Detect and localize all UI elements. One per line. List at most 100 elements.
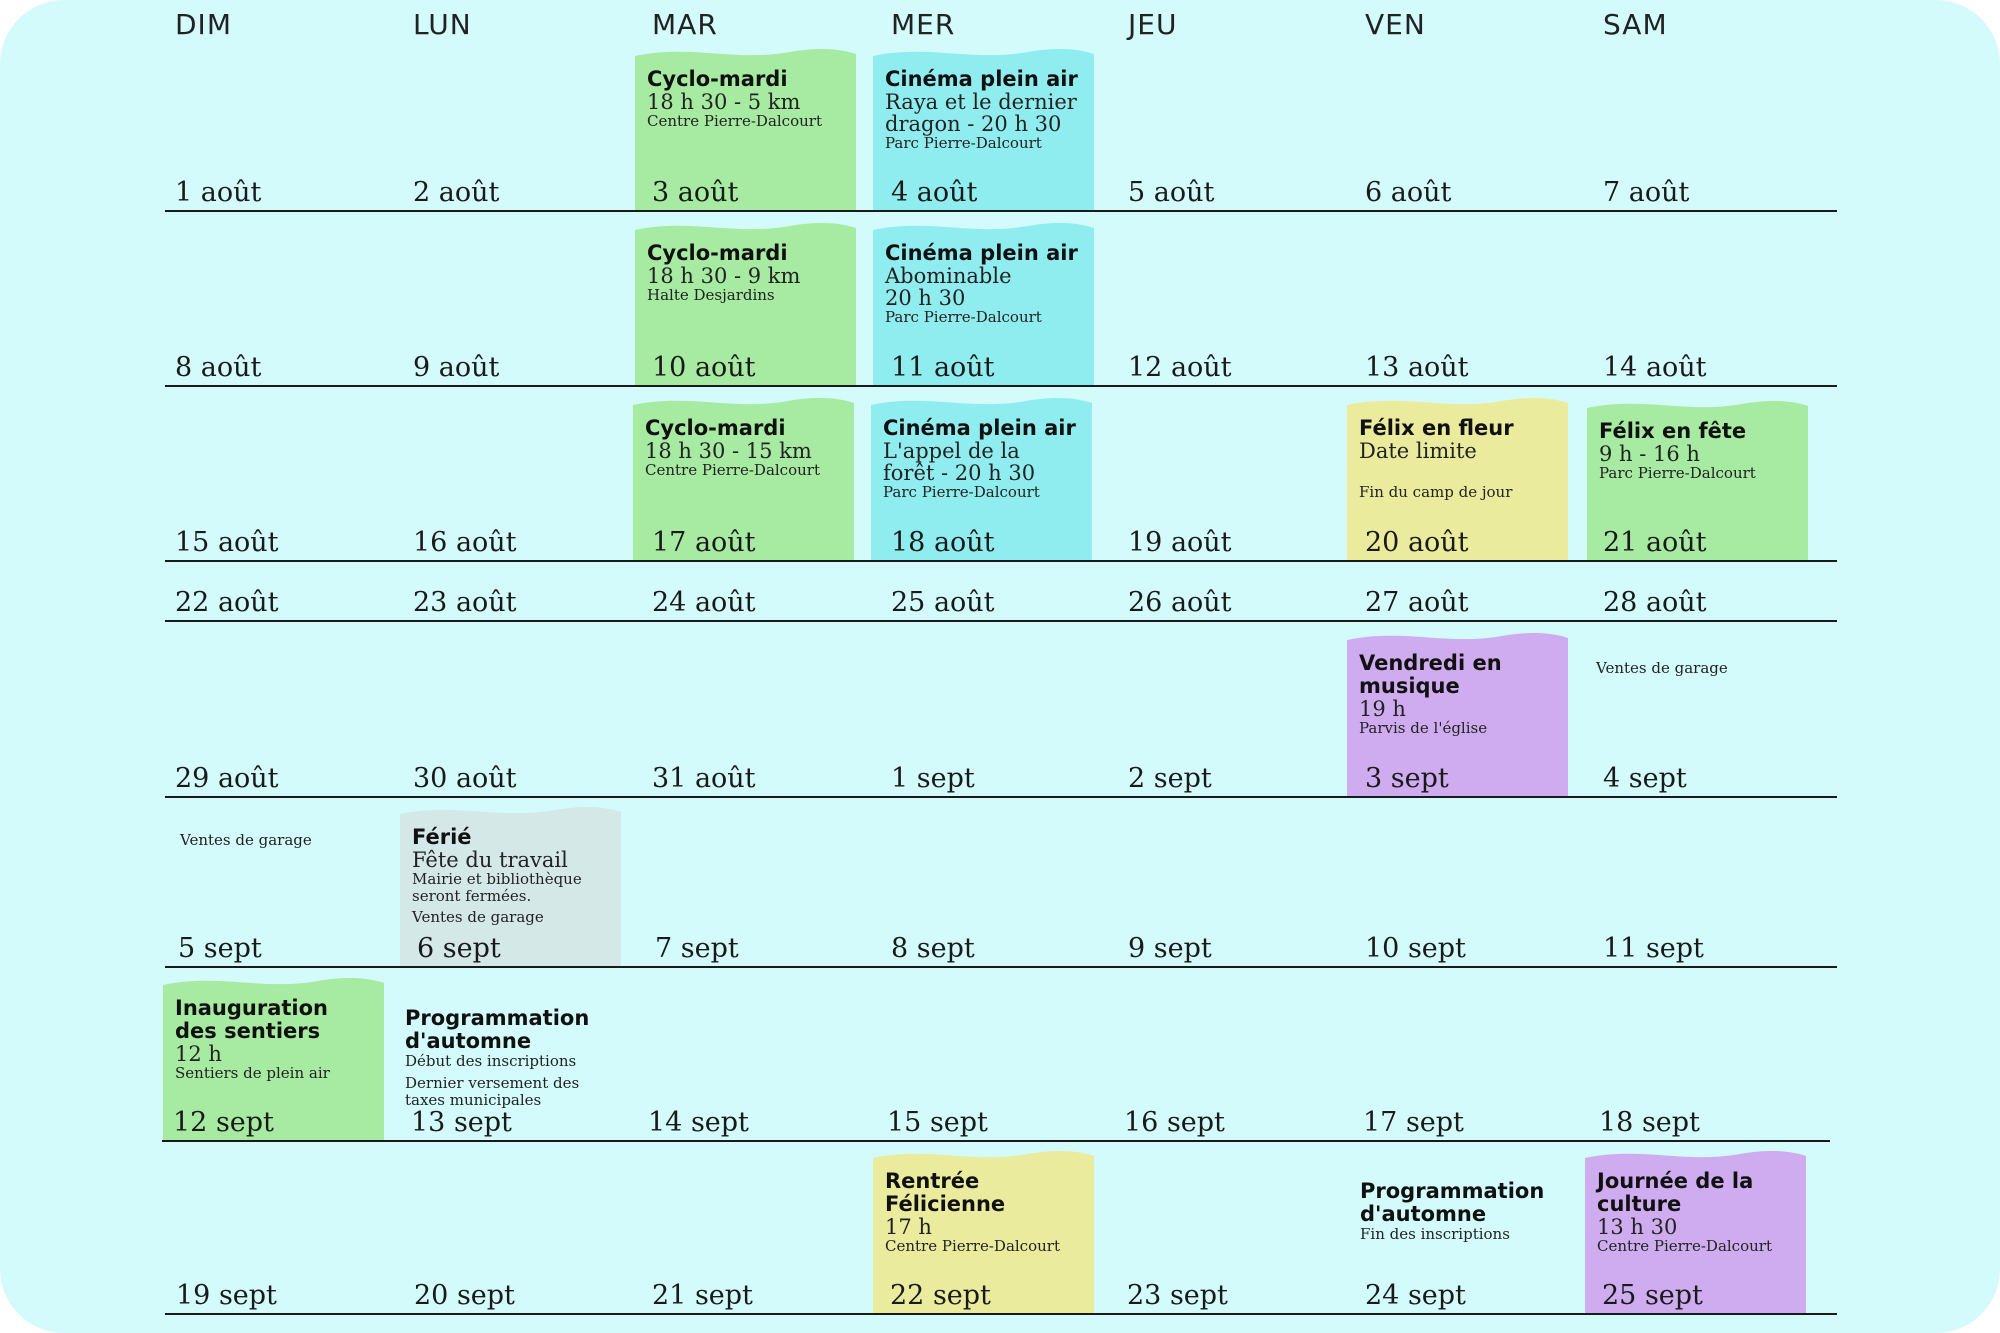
day-header-sun: DIM [175, 8, 232, 41]
date-label: 12 sept [173, 1107, 274, 1138]
event-title: Programmation d'automne [405, 1006, 590, 1053]
day-header-mon: LUN [413, 8, 472, 41]
day-header-wed: MER [891, 8, 956, 41]
week-divider [162, 1140, 1830, 1142]
event-card-shape [163, 977, 384, 1140]
event-detail: 19 h [1359, 697, 1406, 721]
event-location: Sentiers de plein air [175, 1064, 330, 1082]
event-card[interactable]: Journée de la culture 13 h 30 Centre Pie… [1585, 1148, 1806, 1313]
event-detail: 13 h 30 [1597, 1215, 1678, 1239]
day-header-thu: JEU [1128, 8, 1178, 41]
event-card[interactable]: Vendredi en musique 19 h Parvis de l'égl… [1347, 630, 1568, 796]
date-label: 14 août [1603, 352, 1707, 383]
date-label: 13 août [1365, 352, 1469, 383]
event-card-shape [871, 397, 1092, 560]
date-label: 11 août [891, 352, 995, 383]
date-label: 21 sept [652, 1280, 753, 1311]
event-card[interactable]: Rentrée Félicienne 17 h Centre Pierre-Da… [873, 1148, 1094, 1313]
date-label: 5 août [1128, 177, 1215, 208]
event-plain[interactable]: Programmation d'automne Début des inscri… [395, 995, 605, 1115]
event-card-background [163, 977, 384, 1140]
event-title: Journée de la culture [1597, 1169, 1754, 1216]
date-label: 7 sept [655, 933, 739, 964]
event-detail: Abominable 20 h 30 [885, 264, 1012, 310]
event-detail: Fête du travail [412, 848, 568, 872]
event-card-shape [400, 806, 621, 966]
date-label: 22 août [175, 587, 279, 618]
event-card[interactable]: Cyclo-mardi 18 h 30 - 9 km Halte Desjard… [635, 220, 856, 385]
date-label: 20 sept [414, 1280, 515, 1311]
note-text: Ventes de garage [180, 831, 312, 849]
week-divider [165, 385, 1837, 387]
event-detail: Début des inscriptions [405, 1052, 577, 1070]
event-note: Ventes de garage [412, 908, 544, 926]
day-header-tue: MAR [652, 8, 718, 41]
event-detail: Date limite [1359, 439, 1477, 463]
event-card[interactable]: Inauguration des sentiers 12 h Sentiers … [163, 975, 384, 1140]
date-label: 13 sept [411, 1107, 512, 1138]
event-location: Fin du camp de jour [1359, 483, 1513, 501]
event-location: Parc Pierre-Dalcourt [883, 483, 1040, 501]
date-label: 14 sept [648, 1107, 749, 1138]
event-location: Centre Pierre-Dalcourt [885, 1237, 1060, 1255]
date-label: 2 sept [1128, 763, 1212, 794]
week-divider [165, 966, 1837, 968]
date-label: 15 sept [887, 1107, 988, 1138]
date-label: 18 août [891, 527, 995, 558]
event-card-shape [633, 397, 854, 560]
date-label: 20 août [1365, 527, 1469, 558]
event-card-background [633, 397, 854, 560]
event-card-background [1347, 632, 1568, 796]
date-label: 27 août [1365, 587, 1469, 618]
week-divider [165, 796, 1837, 798]
event-title: Vendredi en musique [1359, 651, 1502, 698]
event-note: Dernier versement des taxes municipales [405, 1074, 580, 1109]
event-detail: 9 h - 16 h [1599, 442, 1700, 466]
event-card[interactable]: Férié Fête du travail Mairie et biblioth… [400, 804, 621, 966]
event-location: Centre Pierre-Dalcourt [647, 112, 822, 130]
date-label: 9 sept [1128, 933, 1212, 964]
event-card[interactable]: Cinéma plein air Abominable 20 h 30 Parc… [873, 220, 1094, 385]
event-card-shape [1587, 400, 1808, 560]
event-card-shape [1585, 1150, 1806, 1313]
event-card-background [400, 806, 621, 966]
event-card[interactable]: Cinéma plein air Raya et le dernier drag… [873, 46, 1094, 210]
event-card-background [635, 222, 856, 385]
event-plain[interactable]: Programmation d'automne Fin des inscript… [1350, 1170, 1571, 1270]
event-location: Centre Pierre-Dalcourt [1597, 1237, 1772, 1255]
date-label: 6 août [1365, 177, 1452, 208]
date-label: 18 sept [1599, 1107, 1700, 1138]
date-label: 8 août [175, 352, 262, 383]
event-location: Mairie et bibliothèque seront fermées. [412, 870, 582, 905]
event-location: Halte Desjardins [647, 286, 775, 304]
event-title: Félix en fête [1599, 419, 1747, 443]
date-label: 4 août [891, 177, 978, 208]
event-card[interactable]: Félix en fête 9 h - 16 h Parc Pierre-Dal… [1587, 398, 1808, 560]
date-label: 5 sept [178, 933, 262, 964]
date-label: 23 août [413, 587, 517, 618]
date-label: 8 sept [891, 933, 975, 964]
event-card[interactable]: Félix en fleur Date limite Fin du camp d… [1347, 395, 1568, 560]
event-card-background [1347, 397, 1568, 560]
date-label: 9 août [413, 352, 500, 383]
event-title: Cyclo-mardi [647, 67, 788, 91]
date-label: 16 août [413, 527, 517, 558]
event-location: Parvis de l'église [1359, 719, 1488, 737]
event-title: Rentrée Félicienne [885, 1169, 1006, 1216]
event-card[interactable]: Cyclo-mardi 18 h 30 - 15 km Centre Pierr… [633, 395, 854, 560]
event-detail: Raya et le dernier dragon - 20 h 30 [885, 90, 1077, 136]
week-divider [165, 560, 1837, 562]
event-card-shape [873, 222, 1094, 385]
date-label: 11 sept [1603, 933, 1704, 964]
event-card[interactable]: Cyclo-mardi 18 h 30 - 5 km Centre Pierre… [635, 46, 856, 210]
date-label: 16 sept [1124, 1107, 1225, 1138]
event-detail: 18 h 30 - 15 km [645, 439, 812, 463]
event-title: Inauguration des sentiers [175, 996, 329, 1043]
date-label: 17 août [652, 527, 756, 558]
event-title: Programmation d'automne [1360, 1179, 1545, 1226]
date-label: 30 août [413, 763, 517, 794]
date-label: 7 août [1603, 177, 1690, 208]
date-label: 26 août [1128, 587, 1232, 618]
event-card[interactable]: Cinéma plein air L'appel de la forêt - 2… [871, 395, 1092, 560]
